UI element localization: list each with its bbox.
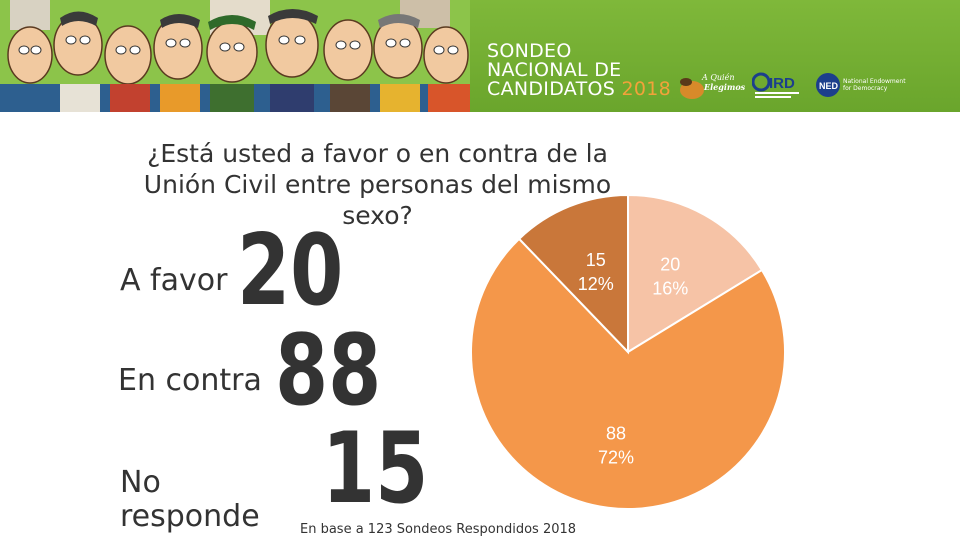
survey-question: ¿Está usted a favor o en contra de la Un… [143,139,612,230]
row-value-en-contra: 88 [275,314,382,428]
svg-text:NED: NED [819,81,839,91]
row-value-no-responde: 15 [322,412,429,526]
pie-value-label-no-responde: 15 [586,250,606,270]
ned-logo: NED [815,72,841,102]
header-banner: SONDEO NACIONAL DE CANDIDATOS 2018 A Qui… [0,0,960,112]
banner-title-line1: SONDEO [487,40,572,62]
pie-percent-label-a-favor: 16% [652,279,688,299]
pie-slice-a-favor [627,193,764,354]
pie-slice-en-contra [470,237,786,510]
pie-percent-label-en-contra: 72% [598,447,634,467]
banner-title: SONDEO NACIONAL DE CANDIDATOS 2018 [487,42,671,99]
banner-title-line2: NACIONAL DE [487,59,622,81]
row-label-a-favor: A favor [120,263,228,298]
pie-value-label-en-contra: 88 [606,423,626,443]
pie-percent-label-no-responde: 12% [578,274,614,294]
svg-text:IRD: IRD [769,75,795,92]
pie-chart: 20 16% 88 72% 15 12% [470,193,786,510]
pie-slice-no-responde [517,193,629,355]
ned-caption: National Endowment for Democracy [843,78,906,92]
footnote: En base a 123 Sondeos Respondidos 2018 [300,522,577,537]
row-value-a-favor: 20 [237,214,344,328]
row-label-no-responde: No responde [120,465,260,534]
ird-logo: IRD [751,72,802,104]
candidates-caricature-illustration [0,0,470,112]
svg-text:A Quién: A Quién [701,73,734,82]
a-quien-elegimos-logo: A Quién Elegimos [676,66,746,108]
banner-title-line3: CANDIDATOS 2018 [487,78,672,100]
banner-title-year: 2018 [621,78,672,100]
pie-value-label-a-favor: 20 [660,255,680,275]
svg-text:Elegimos: Elegimos [703,82,746,92]
row-label-en-contra: En contra [118,363,262,398]
